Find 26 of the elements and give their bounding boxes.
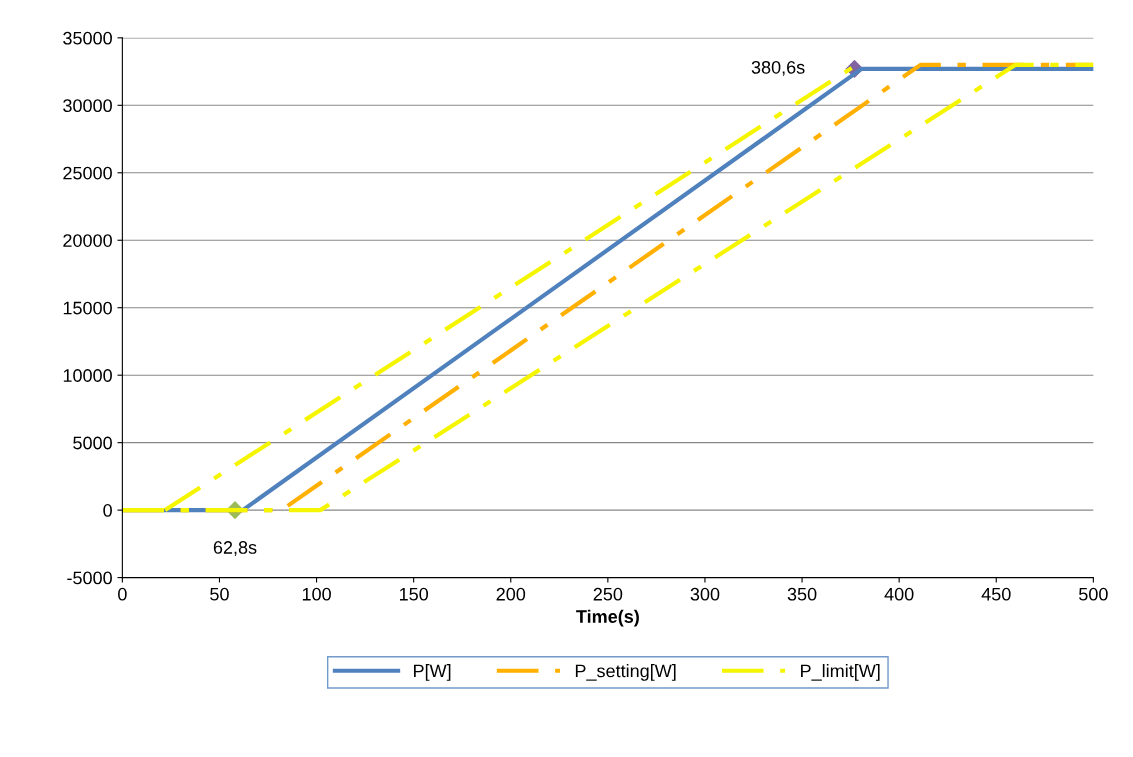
x-tick-label: 200 — [496, 587, 526, 601]
x-axis-title: Time(s) — [576, 609, 639, 627]
y-tick-label: 5000 — [73, 436, 112, 450]
x-tick-label: 150 — [399, 587, 429, 601]
x-tick-label: 100 — [302, 587, 331, 601]
y-tick-label: 10000 — [63, 369, 112, 382]
x-tick-label: 250 — [593, 587, 623, 601]
y-tick-label: 20000 — [63, 234, 112, 247]
y-tick-label: 35000 — [63, 31, 112, 45]
annotation: 62,8s — [213, 541, 257, 556]
legend-label: P[W] — [414, 664, 451, 681]
x-tick-label: 50 — [210, 587, 229, 601]
x-tick-label: 450 — [981, 587, 1011, 601]
y-tick-label: 15000 — [63, 301, 112, 315]
x-tick-label: 500 — [1079, 587, 1108, 601]
x-tick-label: 300 — [690, 587, 720, 601]
x-tick-label: 350 — [787, 587, 817, 601]
annotation: 380,6s — [751, 60, 805, 76]
x-tick-label: 0 — [118, 587, 127, 601]
y-tick-label: 30000 — [63, 99, 112, 113]
legend-label: P_limit[W] — [801, 664, 880, 681]
y-tick-label: 25000 — [63, 166, 112, 180]
y-tick-label: 0 — [103, 504, 112, 517]
legend-label: P_setting[W] — [575, 664, 676, 681]
x-tick-label: 400 — [884, 587, 914, 601]
y-tick-label: -5000 — [67, 571, 112, 585]
